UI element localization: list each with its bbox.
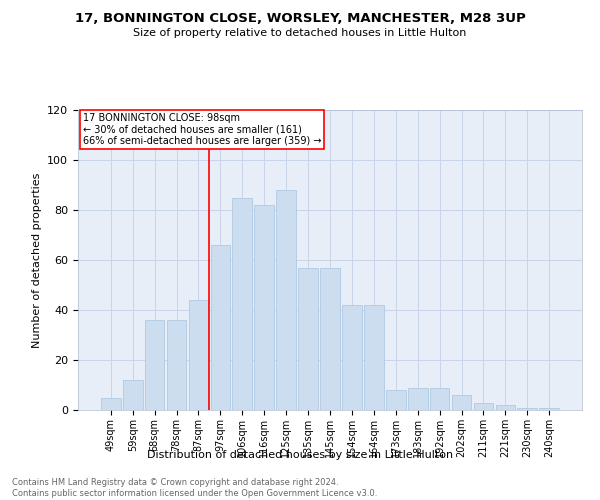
Bar — [430, 388, 449, 410]
Y-axis label: Number of detached properties: Number of detached properties — [32, 172, 41, 348]
Bar — [232, 198, 252, 410]
Text: 17, BONNINGTON CLOSE, WORSLEY, MANCHESTER, M28 3UP: 17, BONNINGTON CLOSE, WORSLEY, MANCHESTE… — [74, 12, 526, 26]
Bar — [211, 245, 230, 410]
Bar — [473, 402, 493, 410]
Bar — [364, 305, 384, 410]
Text: Size of property relative to detached houses in Little Hulton: Size of property relative to detached ho… — [133, 28, 467, 38]
Bar — [386, 390, 406, 410]
Bar — [167, 320, 187, 410]
Bar — [188, 300, 208, 410]
Bar — [276, 190, 296, 410]
Bar — [496, 405, 515, 410]
Bar — [517, 408, 537, 410]
Bar — [320, 268, 340, 410]
Bar — [408, 388, 428, 410]
Bar — [123, 380, 143, 410]
Bar — [145, 320, 164, 410]
Bar — [539, 408, 559, 410]
Bar — [254, 205, 274, 410]
Bar — [342, 305, 362, 410]
Bar — [452, 395, 472, 410]
Text: Distribution of detached houses by size in Little Hulton: Distribution of detached houses by size … — [147, 450, 453, 460]
Bar — [298, 268, 318, 410]
Text: Contains HM Land Registry data © Crown copyright and database right 2024.
Contai: Contains HM Land Registry data © Crown c… — [12, 478, 377, 498]
Text: 17 BONNINGTON CLOSE: 98sqm
← 30% of detached houses are smaller (161)
66% of sem: 17 BONNINGTON CLOSE: 98sqm ← 30% of deta… — [83, 113, 322, 146]
Bar — [101, 398, 121, 410]
